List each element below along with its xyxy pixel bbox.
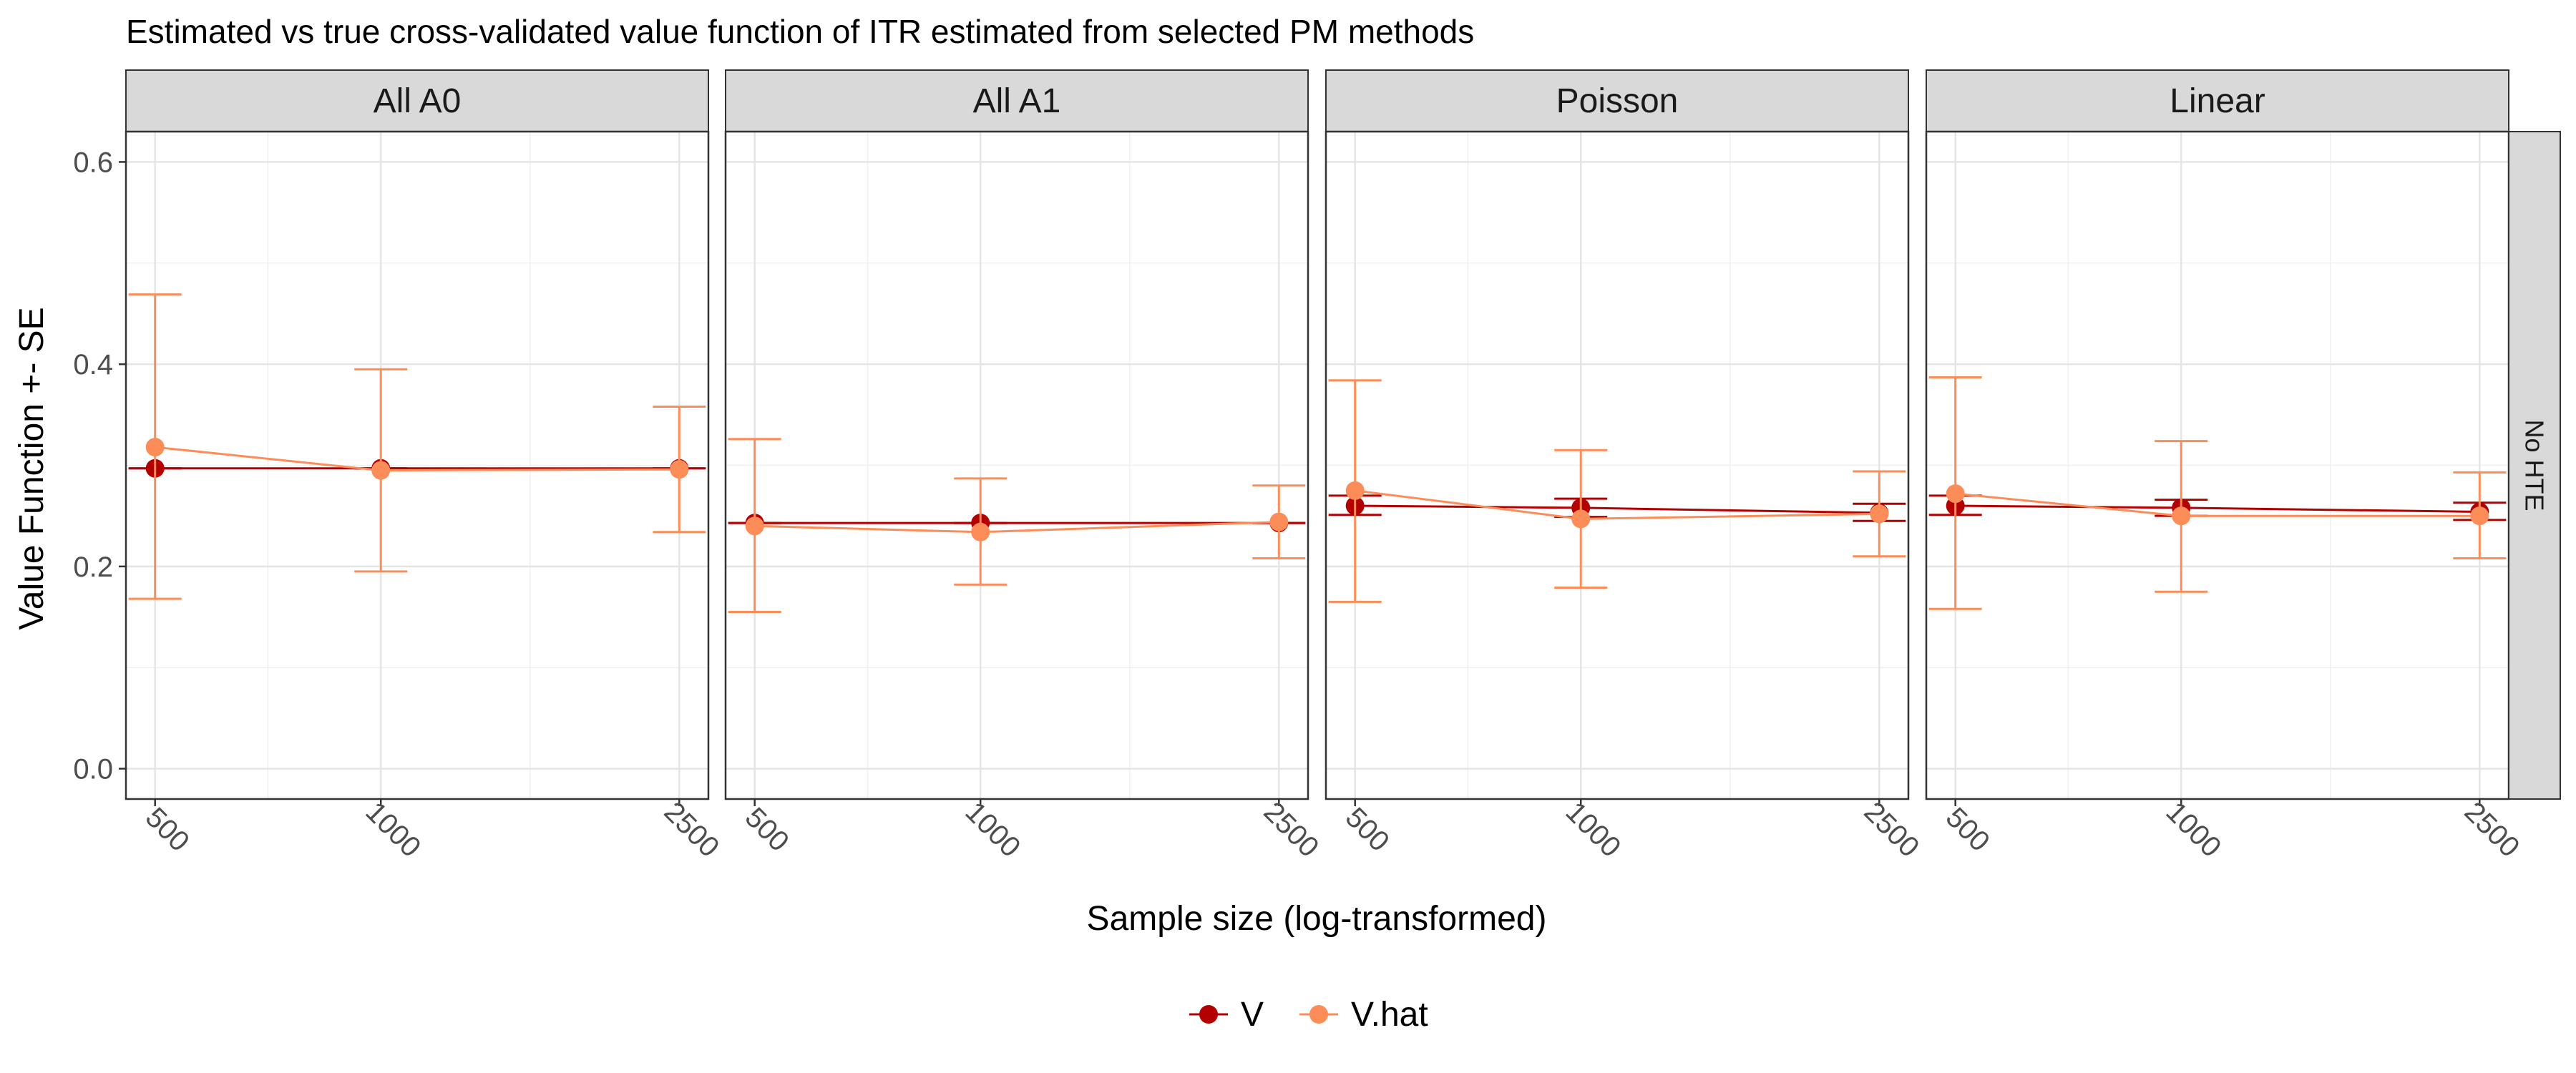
row-strip-background <box>2508 131 2561 800</box>
panel-border <box>125 130 710 800</box>
series-v-hat <box>1328 379 1906 603</box>
facet-panel: Poisson 500 1000 2500 <box>1324 69 1926 863</box>
panel-border <box>724 130 1309 800</box>
x-tick-label: 500 <box>739 802 795 858</box>
data-point <box>2172 506 2191 526</box>
facet-strip <box>125 69 709 132</box>
data-point <box>745 516 764 536</box>
x-tick-label: 1000 <box>959 796 1026 863</box>
data-point <box>371 461 391 480</box>
data-point <box>1269 512 1289 531</box>
row-strip-label: No HTE <box>2520 419 2550 511</box>
panel-border <box>1324 130 1910 800</box>
x-tick-label: 2500 <box>1257 796 1324 863</box>
facet-panel: All A1 500 1000 2500 <box>724 69 1325 863</box>
legend-item: V <box>1189 996 1264 1034</box>
series-v-hat <box>728 438 1306 613</box>
facet-panel: Linear 500 1000 2500 <box>1925 69 2526 863</box>
data-point <box>1870 504 1889 524</box>
data-point <box>1946 484 1965 504</box>
legend-key-point <box>1309 1005 1328 1024</box>
data-point <box>670 460 689 479</box>
facet-strip-label: All A1 <box>973 82 1061 120</box>
data-point <box>971 522 990 542</box>
facet-strip <box>1325 69 1909 132</box>
chart-title: Estimated vs true cross-validated value … <box>126 13 1474 50</box>
legend-item: V.hat <box>1299 996 1428 1034</box>
data-point <box>1571 509 1591 529</box>
facet-strip-label: All A0 <box>374 82 462 120</box>
x-tick-label: 1000 <box>2160 796 2227 863</box>
facet-strip-label: Linear <box>2170 82 2265 120</box>
series-v-hat <box>1928 376 2507 610</box>
facet-strip-label: Poisson <box>1556 82 1679 120</box>
series-v-hat <box>128 293 706 600</box>
y-tick-label: 0.2 <box>73 552 113 583</box>
facet-strip <box>1926 69 2509 132</box>
legend: V V.hat <box>1189 996 1428 1034</box>
x-axis-title: Sample size (log-transformed) <box>1087 900 1547 938</box>
y-tick-label: 0.4 <box>73 349 113 381</box>
y-tick-label: 0.0 <box>73 754 113 785</box>
x-tick-label: 2500 <box>2458 796 2525 863</box>
data-point <box>1345 481 1365 500</box>
x-tick-label: 500 <box>1340 802 1395 858</box>
y-axis: 0.0 0.2 0.4 0.6 <box>73 147 126 785</box>
data-point <box>145 438 165 457</box>
x-tick-label: 500 <box>140 802 195 858</box>
row-strip: No HTE <box>2508 131 2561 800</box>
x-tick-label: 1000 <box>1559 796 1626 863</box>
facet-strip <box>725 69 1309 132</box>
legend-label: V <box>1241 996 1264 1034</box>
facet-panel: All A0 500 1000 2500 <box>125 69 726 863</box>
y-tick-label: 0.6 <box>73 147 113 178</box>
x-tick-label: 1000 <box>359 796 426 863</box>
x-tick-label: 2500 <box>1858 796 1925 863</box>
y-axis-title: Value Function +- SE <box>13 307 51 629</box>
x-tick-label: 2500 <box>658 796 725 863</box>
x-tick-label: 500 <box>1940 802 1996 858</box>
legend-key-point <box>1199 1005 1218 1024</box>
legend-label: V.hat <box>1351 996 1428 1034</box>
data-point <box>2470 506 2489 526</box>
